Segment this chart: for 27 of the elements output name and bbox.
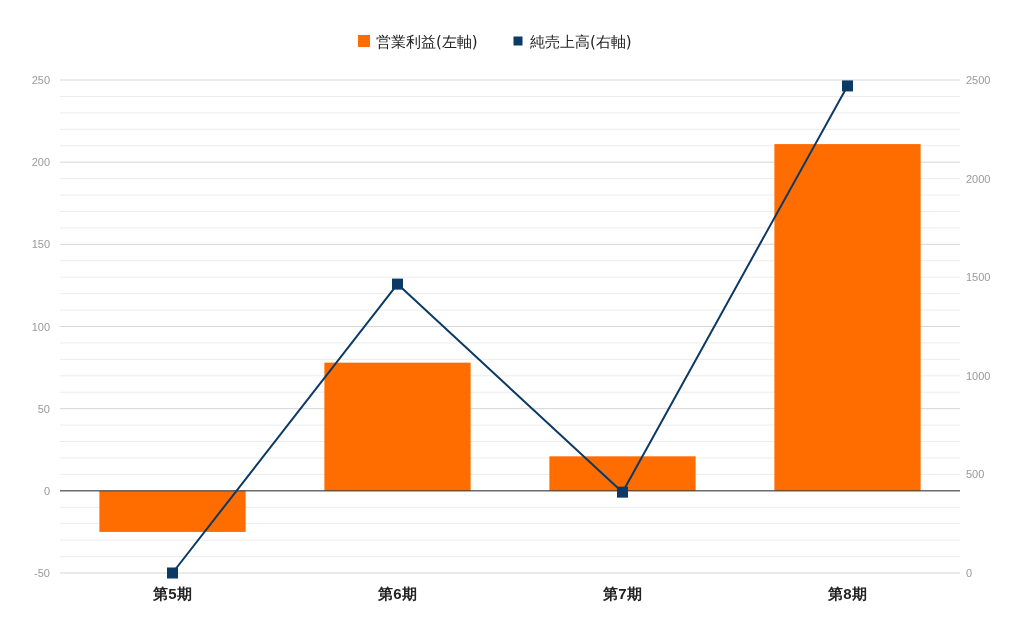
legend-label: 営業利益(左軸) [376,33,478,51]
y-tick-label: 50 [37,402,50,415]
bar [549,456,696,491]
x-tick-label: 第8期 [827,585,867,602]
y-tick-label: 200 [31,156,50,169]
point [167,567,178,579]
legend-label: 純売上高(右軸) [530,33,632,51]
y-tick-label: 100 [31,320,50,333]
y-tick-label: 0 [43,484,50,497]
y2-tick-label: 1500 [966,271,991,284]
y2-tick-label: 1000 [966,369,991,382]
y2-tick-label: 2500 [966,74,991,86]
y2-tick-label: 2000 [966,172,991,185]
y2-tick-label: 500 [966,468,985,481]
bar [774,144,921,491]
y-tick-label: 250 [31,74,50,86]
point [392,278,403,290]
x-tick-label: 第7期 [602,585,642,602]
point [842,80,853,92]
bar [324,362,471,491]
y2-tick-label: 0 [966,567,973,579]
y-tick-label: 150 [31,238,50,251]
bar [99,490,246,532]
x-tick-label: 第6期 [377,585,417,602]
x-tick-label: 第5期 [152,585,192,602]
y-tick-label: -50 [34,567,50,579]
point [617,486,628,498]
